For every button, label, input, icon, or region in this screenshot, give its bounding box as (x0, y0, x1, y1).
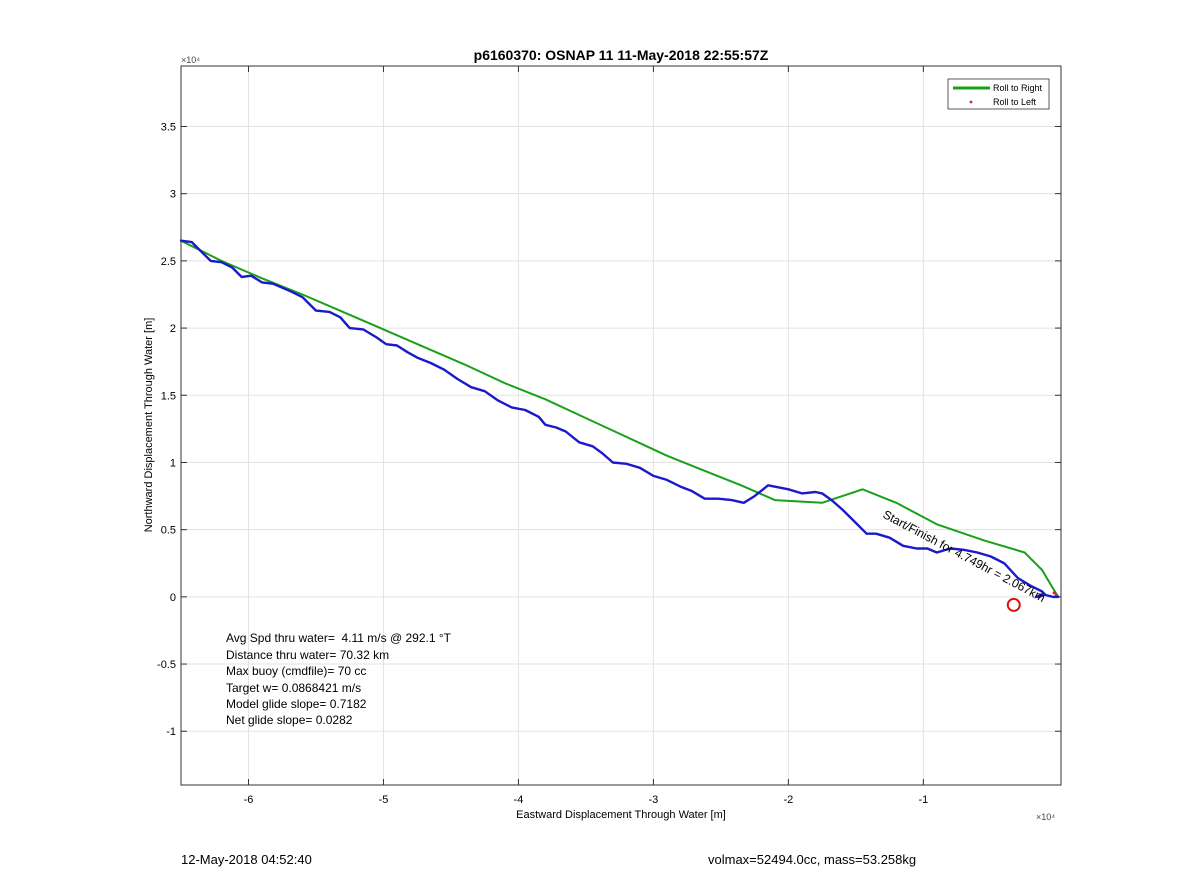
stat-avg-speed: Avg Spd thru water= 4.11 m/s @ 292.1 °T (226, 631, 452, 645)
grid (181, 66, 1061, 785)
x-tick-label: -4 (514, 794, 524, 806)
legend-label-roll-right: Roll to Right (993, 83, 1043, 93)
y-tick-label: 1 (170, 457, 176, 469)
stat-model-glide-slope: Model glide slope= 0.7182 (226, 697, 367, 711)
footer-timestamp: 12-May-2018 04:52:40 (181, 852, 312, 867)
legend-swatch-roll-left (969, 100, 973, 104)
series-roll-to-right (180, 239, 1060, 598)
plot-area (180, 65, 1062, 786)
stat-max-buoy: Max buoy (cmdfile)= 70 cc (226, 664, 366, 678)
y-tick-label: -1 (166, 726, 176, 738)
legend: Roll to Right Roll to Left (947, 78, 1050, 110)
y-exponent-label: ×10⁴ (181, 55, 200, 65)
x-tick-label: -3 (649, 794, 659, 806)
stat-net-glide-slope: Net glide slope= 0.0282 (226, 713, 353, 727)
y-tick-label: 3.5 (161, 121, 176, 133)
chart-title: p6160370: OSNAP 11 11-May-2018 22:55:57Z (474, 47, 769, 63)
x-axis-label: Eastward Displacement Through Water [m] (516, 809, 726, 821)
y-tick-label: 2.5 (161, 256, 176, 268)
roll-left-point (1052, 591, 1056, 595)
legend-label-roll-left: Roll to Left (993, 97, 1037, 107)
x-tick-label: -6 (244, 794, 254, 806)
y-tick-label: 0 (170, 592, 176, 604)
y-axis-label: Northward Displacement Through Water [m] (143, 318, 155, 533)
legend-box (947, 78, 1050, 110)
footer-vehicle-params: volmax=52494.0cc, mass=53.258kg (708, 852, 917, 867)
stats-block: Avg Spd thru water= 4.11 m/s @ 292.1 °T … (226, 631, 452, 727)
x-tick-label: -1 (918, 794, 928, 806)
stat-distance: Distance thru water= 70.32 km (226, 648, 389, 662)
y-tick-label: -0.5 (157, 659, 176, 671)
x-tick-label: -2 (783, 794, 793, 806)
series-track (179, 239, 1060, 599)
x-tick-label: -5 (379, 794, 389, 806)
stat-target-w: Target w= 0.0868421 m/s (226, 681, 361, 695)
start-circle (1006, 597, 1021, 612)
y-tick-label: 2 (170, 323, 176, 335)
x-exponent-label: ×10⁴ (1036, 812, 1055, 822)
x-axis: -6 -5 -4 -3 -2 -1 (244, 66, 928, 806)
y-tick-label: 1.5 (161, 390, 176, 402)
y-tick-label: 0.5 (161, 525, 176, 537)
series-layer (179, 239, 1060, 612)
y-tick-label: 3 (170, 189, 176, 201)
